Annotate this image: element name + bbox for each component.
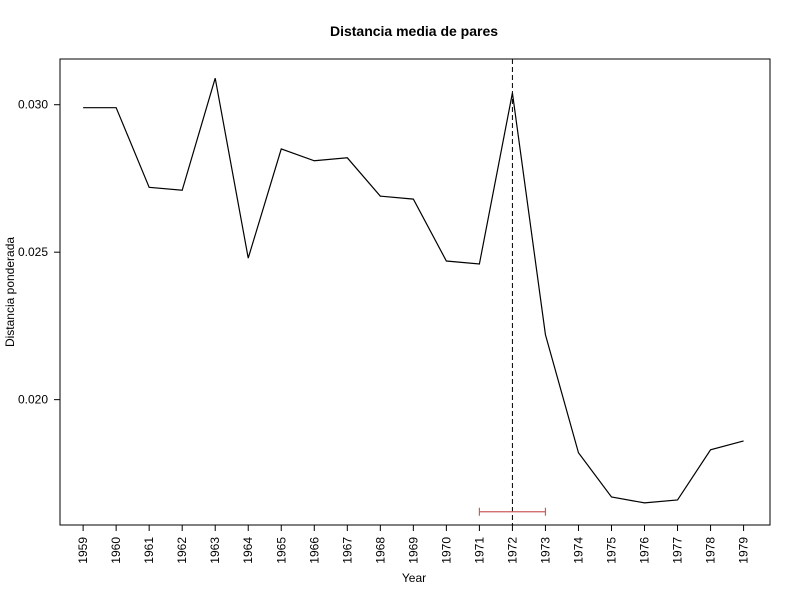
x-tick-label: 1977 xyxy=(671,537,685,564)
x-tick-label: 1966 xyxy=(307,537,321,564)
x-tick-label: 1969 xyxy=(406,537,420,564)
y-tick-label: 0.030 xyxy=(18,98,48,112)
x-tick-label: 1973 xyxy=(538,537,552,564)
y-tick-label: 0.020 xyxy=(18,393,48,407)
x-tick-label: 1971 xyxy=(472,537,486,564)
x-axis: 1959 1960 1961 1962 1963 1964 1965 1966 1967 1968… xyxy=(76,524,751,564)
x-axis-label: Year xyxy=(402,571,426,585)
y-tick-label: 0.025 xyxy=(18,245,48,259)
x-tick-label: 1979 xyxy=(737,537,751,564)
plot-frame xyxy=(59,58,771,526)
x-tick-label: 1965 xyxy=(274,537,288,564)
x-tick-label: 1970 xyxy=(439,537,453,564)
x-tick-label: 1961 xyxy=(142,537,156,564)
plot-area xyxy=(83,59,744,525)
x-tick-label: 1963 xyxy=(208,537,222,564)
x-tick-label: 1976 xyxy=(638,537,652,564)
x-tick-label: 1959 xyxy=(76,537,90,564)
y-axis-label: Distancia ponderada xyxy=(3,237,17,347)
x-tick-label: 1975 xyxy=(604,537,618,564)
series-line xyxy=(83,78,744,504)
x-tick-label: 1974 xyxy=(571,537,585,564)
y-axis: 0.020 0.025 0.030 xyxy=(18,98,61,407)
x-tick-label: 1972 xyxy=(505,537,519,564)
x-tick-label: 1967 xyxy=(340,537,354,564)
x-tick-label: 1978 xyxy=(704,537,718,564)
x-tick-label: 1968 xyxy=(373,537,387,564)
x-tick-label: 1960 xyxy=(109,537,123,564)
x-tick-label: 1962 xyxy=(175,537,189,564)
x-tick-label: 1964 xyxy=(241,537,255,564)
chart-title: Distancia media de pares xyxy=(330,23,498,39)
